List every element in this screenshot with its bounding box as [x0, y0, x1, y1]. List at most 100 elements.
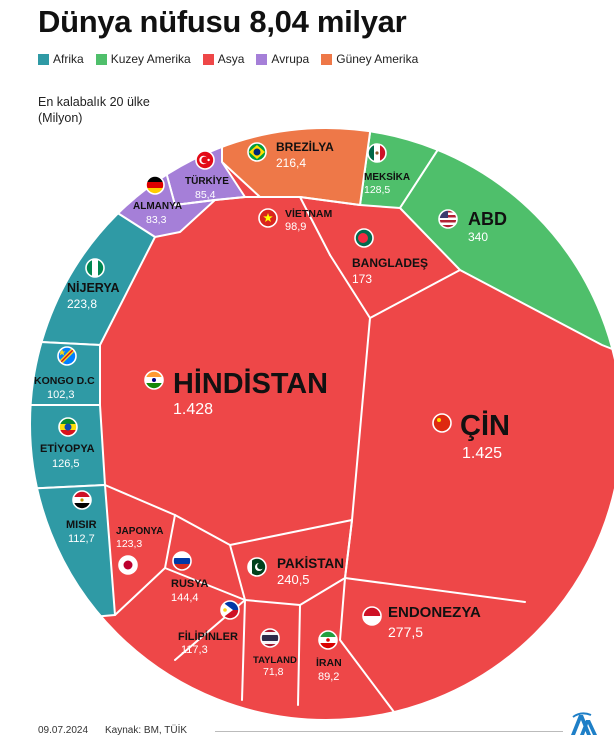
label-value-etiyopya: 126,5: [52, 458, 80, 470]
label-value-meksika: 128,5: [364, 184, 390, 196]
label-name-rusya: RUSYA: [171, 578, 209, 590]
label-name-banglades: BANGLADEŞ: [352, 256, 428, 270]
flags: [58, 143, 457, 649]
outer-ring: [29, 127, 614, 721]
label-name-vietnam: VİETNAM: [285, 207, 333, 220]
japan-flag: [119, 556, 137, 574]
footer-date: 09.07.2024: [38, 725, 89, 736]
egypt-flag: [73, 491, 91, 509]
aa-logo-icon: [571, 712, 597, 735]
label-name-turkiye: TÜRKİYE: [185, 174, 229, 187]
label-name-kongo: KONGO D.C: [34, 375, 95, 387]
label-name-cin: ÇİN: [460, 410, 510, 442]
footer-source: Kaynak: BM, TÜİK: [105, 725, 188, 736]
flag-rings: [57, 142, 458, 650]
border-vietnam-bangladesh: [299, 196, 331, 256]
label-value-hindistan: 1.428: [173, 401, 213, 418]
label-value-nijerya: 223,8: [67, 297, 97, 311]
legend-label: Asya: [217, 52, 245, 66]
label-value-kongo: 102,3: [47, 389, 75, 401]
page-title: Dünya nüfusu 8,04 milyar: [38, 4, 407, 39]
legend-item-kuzey-amerika: Kuzey Amerika: [95, 52, 191, 66]
label-value-japonya: 123,3: [116, 538, 142, 550]
border-india-vietnam: [174, 196, 361, 206]
legend-swatch: [38, 53, 49, 65]
label-name-endonezya: ENDONEZYA: [388, 604, 481, 621]
legend-swatch: [256, 53, 268, 65]
legend-swatch: [321, 53, 333, 65]
legend-swatch: [95, 53, 107, 65]
label-value-filipinler: 117,3: [181, 644, 208, 656]
legend-item-guney-amerika: Güney Amerika: [321, 52, 418, 66]
bangladesh-flag: [355, 229, 373, 247]
label-value-endonezya: 277,5: [388, 624, 423, 640]
subtitle-line: En kalabalık 20 ülke: [38, 95, 150, 109]
vietnam-flag: [259, 209, 277, 227]
label-value-brezilya: 216,4: [276, 156, 306, 170]
label-name-almanya: ALMANYA: [133, 201, 182, 212]
legend-swatch: [202, 53, 214, 65]
label-name-etiyopya: ETİYOPYA: [40, 442, 95, 455]
philippines-flag: [221, 601, 239, 619]
label-value-rusya: 144,4: [171, 592, 199, 604]
label-value-pakistan: 240,5: [277, 572, 310, 587]
label-value-cin: 1.425: [462, 445, 502, 462]
label-name-hindistan: HİNDİSTAN: [173, 368, 328, 400]
label-value-misir: 112,7: [68, 533, 95, 545]
legend-item-asya: Asya: [202, 52, 245, 66]
label-name-meksika: MEKSİKA: [364, 170, 410, 183]
indonesia-flag: [363, 607, 381, 625]
legend-item-afrika: Afrika: [38, 52, 84, 66]
border-endonezya: [339, 577, 401, 721]
label-name-filipinler: FİLİPİNLER: [178, 630, 238, 643]
label-name-nijerya: NİJERYA: [67, 280, 120, 295]
pakistan-flag: [248, 558, 266, 576]
label-value-turkiye: 85,4: [195, 189, 216, 201]
iran-flag: [319, 631, 337, 649]
label-name-abd: ABD: [468, 209, 507, 229]
label-value-almanya: 83,3: [146, 214, 167, 226]
nigeria-flag: [86, 259, 104, 277]
label-name-pakistan: PAKİSTAN: [277, 556, 344, 571]
border-china-indonesia: [344, 577, 526, 603]
cell-egypt: [30, 484, 116, 626]
legend-item-avrupa: Avrupa: [256, 52, 309, 66]
label-name-tayland: TAYLAND: [253, 655, 297, 666]
turkey-flag: [196, 151, 214, 169]
thailand-flag: [261, 629, 279, 647]
mexico-flag: [368, 144, 386, 162]
legend-label: Afrika: [53, 52, 84, 66]
subtitle-unit: (Milyon): [38, 111, 83, 125]
border-bangladesh-india: [329, 254, 371, 319]
brazil-flag: [248, 143, 266, 161]
border-thailand: [241, 599, 246, 701]
india-flag: [145, 371, 163, 389]
border-iran: [297, 604, 301, 706]
label-value-iran: 89,2: [318, 671, 339, 683]
label-value-abd: 340: [468, 230, 488, 244]
label-value-tayland: 71,8: [263, 666, 284, 678]
legend-label: Kuzey Amerika: [110, 52, 191, 66]
legend: Afrika Kuzey Amerika Asya Avrupa Güney A…: [38, 52, 430, 66]
drc-flag: [58, 347, 76, 365]
legend-label: Güney Amerika: [336, 52, 419, 66]
label-value-banglades: 173: [352, 272, 372, 286]
label-value-vietnam: 98,9: [285, 221, 306, 233]
border-pakistan: [244, 519, 353, 606]
label-name-iran: İRAN: [316, 656, 342, 669]
germany-flag: [146, 176, 164, 194]
legend-label: Avrupa: [271, 52, 310, 66]
china-flag: [433, 414, 451, 432]
border-bangladesh-china: [369, 269, 461, 319]
label-name-brezilya: BREZİLYA: [276, 139, 334, 154]
ethiopia-flag: [59, 418, 77, 436]
border-india-south: [104, 484, 353, 546]
label-name-japonya: JAPONYA: [116, 526, 163, 537]
country-labels: HİNDİSTAN 1.428 ÇİN 1.425 ABD 340 ENDONE…: [34, 139, 510, 683]
footer-divider: [215, 731, 563, 732]
russia-flag: [173, 552, 191, 570]
label-name-misir: MISIR: [66, 519, 97, 531]
usa-flag: [439, 210, 457, 228]
chart-subtitle: En kalabalık 20 ülke (Milyon): [38, 94, 150, 126]
